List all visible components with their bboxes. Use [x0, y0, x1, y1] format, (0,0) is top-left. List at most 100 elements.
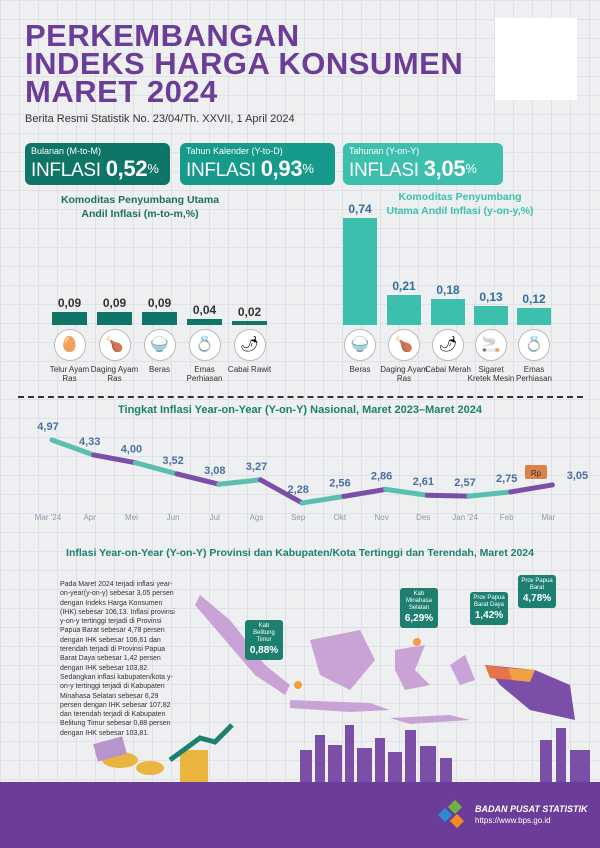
rice-icon: 🍚 — [143, 329, 176, 361]
bar — [474, 306, 508, 325]
point-value-label: 3,08 — [204, 465, 225, 477]
x-tick-label: Okt — [334, 513, 347, 522]
bar-value-label: 0,04 — [192, 303, 217, 318]
mtm-chart-title: Komoditas Penyumbang Utama Andil Inflasi… — [60, 194, 220, 220]
org-url[interactable]: https://www.bps.go.id — [475, 816, 551, 825]
cigarette-icon: 🚬 — [475, 329, 507, 361]
title-line: INDEKS HARGA KONSUMEN — [25, 46, 464, 81]
bar-value-label: 0,74 — [348, 202, 372, 216]
x-tick-label: Jun — [167, 513, 180, 522]
x-tick-label: Feb — [500, 513, 514, 522]
x-tick-label: Mar '24 — [35, 513, 62, 522]
line-segment — [508, 482, 555, 495]
page-title: PERKEMBANGAN INDEKS HARGA KONSUMEN MARET… — [25, 18, 464, 109]
bar-category-label: Emas Perhiasan — [186, 365, 223, 383]
bar-value-label: 0,21 — [392, 278, 416, 293]
title-line: MARET 2024 — [25, 74, 218, 109]
point-value-label: 3,05 — [567, 470, 588, 482]
title-line: PERKEMBANGAN — [25, 18, 300, 53]
chili-icon: 🌶 — [432, 329, 464, 361]
box-unit: % — [147, 161, 159, 176]
minahasa-marker — [413, 638, 421, 646]
gold-icon: 💍 — [188, 329, 221, 361]
bar — [232, 321, 267, 325]
truck-label: Rp — [531, 469, 542, 478]
gold-icon: 💍 — [518, 329, 550, 361]
point-value-label: 2,75 — [496, 473, 517, 485]
bar-value-label: 0,02 — [237, 305, 262, 319]
point-value-label: 2,61 — [413, 476, 434, 488]
line-segment — [216, 477, 263, 487]
box-word: INFLASI — [31, 160, 101, 181]
line-segment — [258, 477, 305, 506]
bar-category-label: Sigaret Kretek Mesin — [467, 365, 515, 383]
line-segment — [174, 471, 222, 487]
city-skyline-icon — [93, 723, 590, 784]
line-segment — [383, 486, 430, 498]
box-word: INFLASI — [349, 160, 419, 181]
bar-value-label: 0,13 — [479, 290, 503, 305]
callout-minahasa-selatan: Kab Minahasa Selatan 6,29% — [400, 588, 438, 628]
box-value: 3,05 — [423, 156, 466, 181]
box-label: Tahun Kalender (Y-to-D) — [186, 146, 283, 156]
divider — [18, 396, 583, 398]
point-value-label: 4,33 — [79, 436, 100, 448]
bar-value-label: 0,12 — [522, 291, 546, 306]
qr-code-icon[interactable] — [495, 18, 577, 100]
chicken-icon: 🍗 — [98, 329, 131, 361]
ytd-inflation-box: Tahun Kalender (Y-to-D) INFLASI 0,93% — [180, 143, 335, 185]
bar — [517, 307, 551, 325]
line-segment — [299, 493, 347, 506]
callout-belitung-timur: Kab Belitung Timur 0,88% — [245, 620, 283, 660]
callout-value: 4,78% — [522, 593, 552, 604]
x-tick-label: Jan '24 — [452, 513, 478, 522]
bar — [97, 311, 132, 325]
point-value-label: 2,56 — [329, 477, 350, 489]
x-tick-label: Mei — [125, 513, 138, 522]
bar — [142, 311, 177, 325]
x-tick-label: Apr — [83, 513, 96, 522]
box-label: Bulanan (M-to-M) — [31, 146, 102, 156]
indonesia-map — [195, 595, 575, 724]
callout-name: Kab Minahasa Selatan — [405, 591, 432, 611]
point-value-label: 3,27 — [246, 461, 267, 473]
bar — [52, 311, 87, 325]
point-value-label: 2,86 — [371, 470, 392, 482]
line-segment — [424, 492, 472, 499]
point-value-label: 3,52 — [162, 455, 183, 467]
line-chart-title: Tingkat Inflasi Year-on-Year (Y-on-Y) Na… — [118, 404, 482, 416]
bar — [343, 218, 377, 325]
footer: BADAN PUSAT STATISTIK https://www.bps.go… — [0, 782, 600, 848]
bar — [187, 319, 222, 325]
callout-value: 0,88% — [249, 645, 279, 656]
bps-logo-icon — [437, 799, 470, 832]
box-value: 0,93 — [260, 156, 303, 181]
coins-icon — [93, 723, 234, 784]
bar-value-label: 0,18 — [436, 282, 460, 297]
subtitle: Berita Resmi Statistik No. 23/04/Th. XXV… — [25, 113, 295, 125]
point-value-label: 4,97 — [37, 421, 58, 433]
point-value-label: 2,28 — [287, 484, 308, 496]
box-label: Tahunan (Y-on-Y) — [349, 146, 420, 156]
line-segment — [341, 486, 389, 499]
summary-paragraph: Pada Maret 2024 terjadi inflasi year-on-… — [60, 581, 175, 737]
callout-papua-barat: Prov Papua Barat 4,78% — [518, 575, 556, 608]
x-tick-label: Des — [416, 513, 430, 522]
rice-icon: 🍚 — [344, 329, 376, 361]
bar-category-label: Cabai Merah — [425, 365, 471, 374]
point-value-label: 2,57 — [454, 477, 475, 489]
chili-icon: 🌶 — [233, 329, 266, 361]
bar-value-label: 0,09 — [102, 295, 127, 310]
bar — [387, 294, 421, 325]
x-tick-label: Jul — [210, 513, 220, 522]
bar — [431, 298, 465, 325]
line-segment — [132, 460, 180, 477]
line-segment — [49, 437, 97, 458]
x-tick-label: Ags — [250, 513, 264, 522]
callout-name: Prov Papua Barat Daya — [473, 595, 505, 608]
line-segment — [466, 489, 514, 499]
bar-value-label: 0,09 — [57, 295, 82, 310]
chicken-icon: 🍗 — [388, 329, 420, 361]
callout-value: 6,29% — [404, 613, 434, 624]
yoy-inflation-box: Tahunan (Y-on-Y) INFLASI 3,05% — [343, 143, 503, 185]
